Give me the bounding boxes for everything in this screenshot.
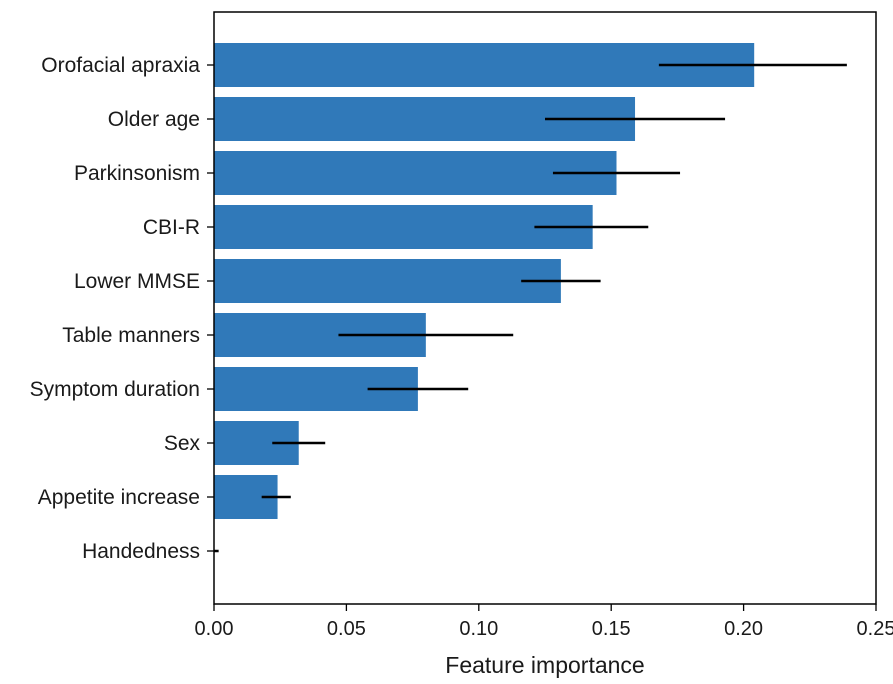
y-tick-label: Appetite increase xyxy=(38,486,200,509)
y-tick-label: Symptom duration xyxy=(30,378,200,401)
bars-layer xyxy=(214,43,755,519)
x-tick-label: 0.25 xyxy=(857,618,893,640)
x-tick-label: 0.20 xyxy=(724,618,763,640)
y-tick-label: Older age xyxy=(108,108,200,131)
x-axis: 0.00 0.05 0.10 0.15 0.20 0.25 xyxy=(195,604,893,640)
bar-cbi-r xyxy=(214,205,593,249)
y-tick-label: Parkinsonism xyxy=(74,162,200,185)
x-tick-label: 0.00 xyxy=(195,618,234,640)
error-bars-layer xyxy=(214,63,847,553)
y-axis: Orofacial apraxia Older age Parkinsonism CB… xyxy=(30,54,214,563)
x-axis-label: Feature importance xyxy=(445,652,644,678)
y-tick-label: Handedness xyxy=(82,540,200,563)
y-tick-label: Lower MMSE xyxy=(74,270,200,293)
y-tick-label: CBI-R xyxy=(143,216,200,239)
x-tick-label: 0.05 xyxy=(327,618,366,640)
plot-frame xyxy=(213,11,877,605)
x-tick-label: 0.10 xyxy=(459,618,498,640)
y-tick-label: Table manners xyxy=(62,324,200,347)
y-tick-label: Sex xyxy=(164,432,201,455)
x-tick-label: 0.15 xyxy=(592,618,631,640)
bar-lower-mmse xyxy=(214,259,561,303)
bar-parkinsonism xyxy=(214,151,617,195)
y-tick-label: Orofacial apraxia xyxy=(41,54,200,77)
